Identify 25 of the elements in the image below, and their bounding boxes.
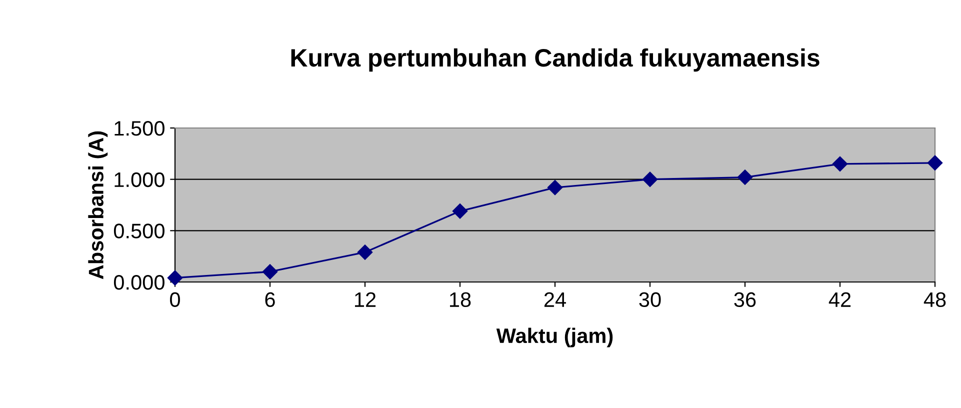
point [262,264,278,280]
x-tick-label: 36 [734,292,756,308]
point [642,172,658,187]
point [452,204,468,219]
point [832,156,848,172]
x-axis-title: Waktu (jam) [496,328,613,348]
y-tick-label: 1.000 [114,172,164,188]
point [547,180,563,196]
point [357,244,373,260]
point [167,270,183,286]
x-tick-label: 42 [828,292,851,307]
x-tick-label: 30 [639,292,661,308]
y-tick-label: 0.000 [114,275,164,290]
x-tick-label: 48 [924,292,946,308]
x-tick-label: 0 [170,292,180,308]
x-tick-label: 6 [265,292,275,308]
point [737,170,753,185]
y-tick-label: 0.500 [114,224,164,238]
point [927,155,943,170]
x-tick-label: 18 [450,292,471,308]
x-tick-label: 24 [544,292,566,307]
y-tick-label: 1.500 [114,121,164,136]
y-axis-title: Absorbansi (A) [88,131,108,280]
x-tick-label: 12 [355,292,376,307]
chart-title: Kurva pertumbuhan Candida fukuyamaensis [291,48,820,72]
